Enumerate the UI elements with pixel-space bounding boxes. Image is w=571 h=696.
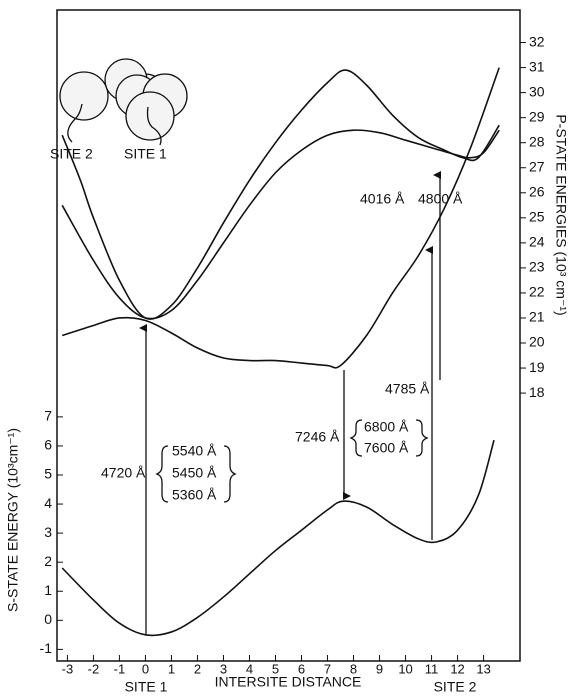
brace [415,419,429,457]
curve [61,69,500,320]
brace [223,445,237,503]
y2-tick-label: 21 [529,309,545,325]
y2-tick-label: 28 [529,133,545,149]
annotation: 5360 Å [172,487,217,503]
annotation: 4800 Å [418,191,463,207]
x-tick-label: -1 [114,661,126,676]
brace [349,419,363,457]
site-label: SITE 1 [125,679,168,695]
annotation: 5540 Å [172,443,217,459]
y-tick-label: 7 [44,408,52,424]
y2-tick-label: 31 [529,58,545,74]
y2-tick-label: 29 [529,108,545,124]
y2-tick-label: 32 [529,33,545,49]
y-tick-label: 2 [44,553,52,569]
x-tick-label: 8 [350,661,357,676]
y2-tick-label: 24 [529,234,545,250]
y2-tick-label: 22 [529,284,545,300]
y-tick-label: -1 [40,640,53,656]
y2-tick-label: 20 [529,334,545,350]
sphere [125,91,175,141]
x-axis-title: INTERSITE DISTANCE [215,674,362,690]
y2-axis-title: P-STATE ENERGIES (10³ cm⁻¹) [553,114,569,315]
x-tick-label: -3 [62,661,74,676]
annotation: 6800 Å [364,419,409,435]
x-tick-label: 12 [450,661,464,676]
x-tick-label: 1 [168,661,175,676]
y-tick-label: 1 [44,582,52,598]
leader [146,106,162,146]
y-tick-label: 6 [44,437,52,453]
y-tick-label: 3 [44,524,52,540]
inset-label: SITE 1 [124,146,167,162]
annotation: 7600 Å [364,440,409,456]
y2-tick-label: 23 [529,259,545,275]
curve [61,439,495,637]
x-tick-label: 9 [376,661,383,676]
y2-tick-label: 26 [529,183,545,199]
inset-label: SITE 2 [50,146,93,162]
x-tick-label: -2 [88,661,100,676]
y2-tick-label: 25 [529,209,545,225]
annotation: 7246 Å [295,429,340,445]
y-tick-label: 5 [44,466,52,482]
x-tick-label: 7 [324,661,331,676]
sphere [59,71,109,121]
site-label: SITE 2 [434,679,477,695]
brace [155,445,169,503]
x-tick-label: 11 [425,661,439,676]
x-tick-label: 4 [246,661,253,676]
annotation: 4785 Å [385,381,430,397]
y-tick-label: 0 [44,611,52,627]
plot-frame [56,9,521,662]
annotation: 5450 Å [172,465,217,481]
y2-tick-label: 19 [529,359,545,375]
y-tick-label: 4 [44,495,52,511]
curve [61,129,500,320]
x-tick-label: 6 [298,661,305,676]
y2-tick-label: 30 [529,83,545,99]
curve [61,67,500,369]
y-axis-title: S-STATE ENERGY (10³cm⁻¹) [5,428,21,612]
leader [67,103,83,143]
y2-tick-label: 18 [529,384,545,400]
y2-tick-label: 27 [529,158,545,174]
annotation: 4720 Å [101,465,146,481]
x-tick-label: 5 [272,661,279,676]
x-tick-label: 13 [476,661,490,676]
inset [59,58,188,141]
x-tick-label: 10 [398,661,412,676]
x-tick-label: 2 [194,661,201,676]
annotation: 4016 Å [360,191,405,207]
x-tick-label: 3 [220,661,227,676]
x-tick-label: 0 [142,661,149,676]
